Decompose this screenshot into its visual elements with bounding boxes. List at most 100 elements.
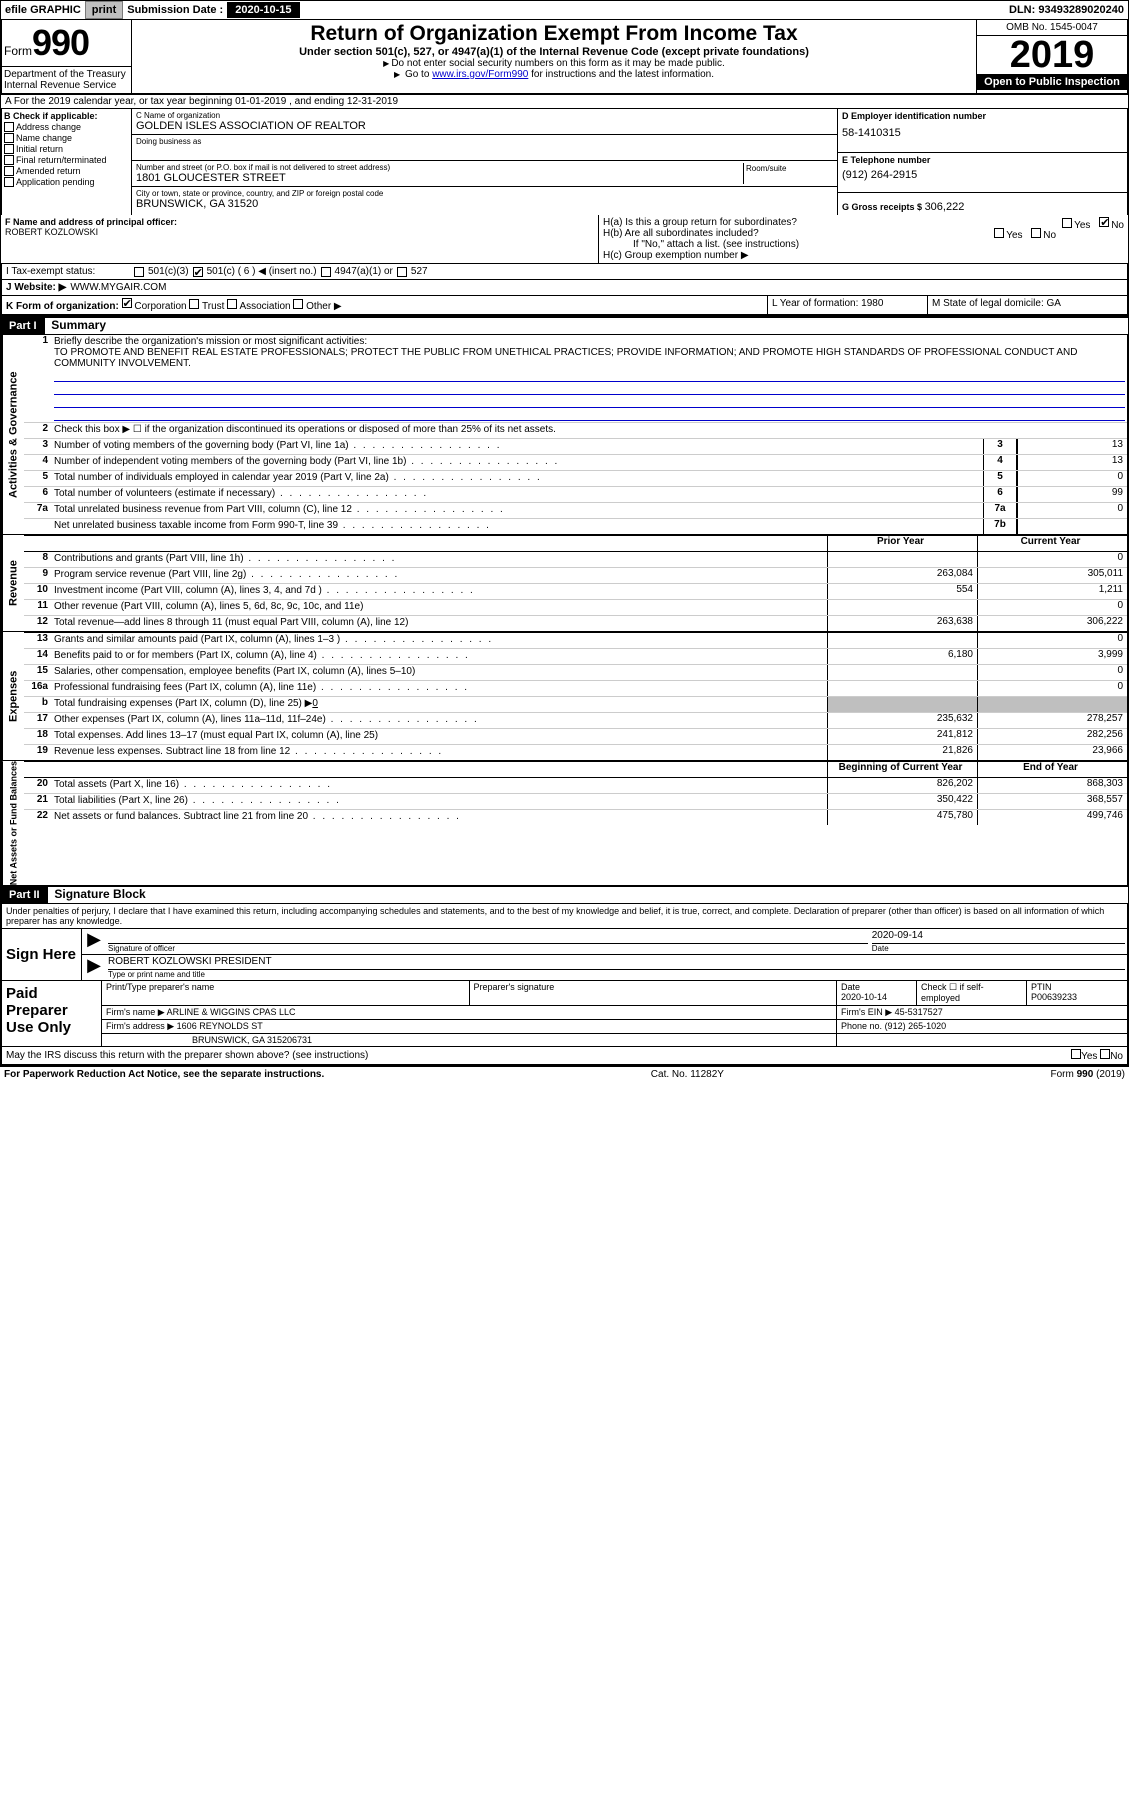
side-expenses: Expenses — [2, 632, 24, 760]
ein-label: D Employer identification number — [842, 111, 1123, 121]
chk-final[interactable] — [4, 155, 14, 165]
c9: 305,011 — [977, 568, 1127, 583]
chk-527[interactable] — [397, 267, 407, 277]
p18: 241,812 — [827, 729, 977, 744]
line-7a: Total unrelated business revenue from Pa… — [52, 503, 983, 518]
hb-yes[interactable] — [994, 228, 1004, 238]
discuss-yes[interactable] — [1071, 1049, 1081, 1059]
p14: 6,180 — [827, 649, 977, 664]
col-b-title: B Check if applicable: — [4, 111, 129, 121]
hb-no[interactable] — [1031, 228, 1041, 238]
p10: 554 — [827, 584, 977, 599]
prep-date-label: Date — [841, 982, 912, 992]
chk-address[interactable] — [4, 122, 14, 132]
line-17: Other expenses (Part IX, column (A), lin… — [52, 713, 827, 728]
chk-name[interactable] — [4, 133, 14, 143]
chk-initial[interactable] — [4, 144, 14, 154]
row-j-website: J Website: ▶ WWW.MYGAIR.COM — [0, 280, 1129, 296]
department: Department of the Treasury Internal Reve… — [2, 66, 131, 93]
chk-501c[interactable] — [193, 267, 203, 277]
chk-pending[interactable] — [4, 177, 14, 187]
chk-4947[interactable] — [321, 267, 331, 277]
section-activities: Activities & Governance 1 Briefly descri… — [0, 335, 1129, 535]
chk-trust[interactable] — [189, 299, 199, 309]
city-label: City or town, state or province, country… — [136, 189, 833, 198]
firm-name-label: Firm's name ▶ — [106, 1007, 165, 1017]
officer-sig-value — [108, 930, 868, 944]
discuss-row: May the IRS discuss this return with the… — [2, 1046, 1127, 1064]
irs-link[interactable]: www.irs.gov/Form990 — [432, 69, 528, 80]
form-header: Form990 Department of the Treasury Inter… — [0, 20, 1129, 95]
addr-value: 1801 GLOUCESTER STREET — [136, 172, 743, 184]
p8 — [827, 552, 977, 567]
form-title: Return of Organization Exempt From Incom… — [136, 22, 972, 46]
c21: 368,557 — [977, 794, 1127, 809]
org-name-label: C Name of organization — [136, 111, 833, 120]
form-subtitle: Under section 501(c), 527, or 4947(a)(1)… — [136, 46, 972, 58]
part-2-header: Part II Signature Block — [0, 887, 1129, 904]
line-16a: Professional fundraising fees (Part IX, … — [52, 681, 827, 696]
line-11: Other revenue (Part VIII, column (A), li… — [52, 600, 827, 615]
addr-label: Number and street (or P.O. box if mail i… — [136, 163, 743, 172]
chk-other[interactable] — [293, 299, 303, 309]
sign-here-row: Sign Here ▶ Signature of officer 2020-09… — [2, 928, 1127, 980]
c13: 0 — [977, 633, 1127, 648]
line-19: Revenue less expenses. Subtract line 18 … — [52, 745, 827, 760]
tax-year: 2019 — [977, 36, 1127, 74]
val-7b — [1017, 519, 1127, 534]
paid-preparer-label: Paid Preparer Use Only — [2, 981, 102, 1046]
line-5: Total number of individuals employed in … — [52, 471, 983, 486]
efile-header: efile GRAPHIC print Submission Date : 20… — [0, 0, 1129, 20]
ha-no[interactable] — [1099, 217, 1109, 227]
hdr-curr: Current Year — [977, 536, 1127, 551]
dba-label: Doing business as — [136, 137, 833, 146]
firm-phone: (912) 265-1020 — [885, 1021, 947, 1031]
mission-text: TO PROMOTE AND BENEFIT REAL ESTATE PROFE… — [54, 347, 1077, 369]
p19: 21,826 — [827, 745, 977, 760]
name-title-value: ROBERT KOZLOWSKI PRESIDENT — [108, 956, 1125, 970]
p9: 263,084 — [827, 568, 977, 583]
firm-name: ARLINE & WIGGINS CPAS LLC — [167, 1007, 296, 1017]
chk-amended[interactable] — [4, 166, 14, 176]
val-16b: 0 — [312, 698, 318, 709]
note-ssn: Do not enter social security numbers on … — [136, 58, 972, 69]
officer-label: F Name and address of principal officer: — [5, 217, 594, 227]
line-1: Briefly describe the organization's miss… — [52, 335, 1127, 422]
sig-date-label: Date — [872, 944, 1125, 953]
section-expenses: Expenses 13Grants and similar amounts pa… — [0, 632, 1129, 761]
h-b: H(b) Are all subordinates included? Yes … — [603, 228, 1124, 239]
discuss-no[interactable] — [1100, 1049, 1110, 1059]
side-activities: Activities & Governance — [2, 335, 24, 534]
line-16b: Total fundraising expenses (Part IX, col… — [52, 697, 827, 712]
footer-left: For Paperwork Reduction Act Notice, see … — [4, 1069, 324, 1080]
c12: 306,222 — [977, 616, 1127, 631]
h-c: H(c) Group exemption number ▶ — [603, 250, 1124, 261]
website-value: WWW.MYGAIR.COM — [70, 282, 166, 293]
line-8: Contributions and grants (Part VIII, lin… — [52, 552, 827, 567]
chk-corp[interactable] — [122, 298, 132, 308]
print-button[interactable]: print — [85, 1, 123, 19]
p20: 826,202 — [827, 778, 977, 793]
c18: 282,256 — [977, 729, 1127, 744]
c11: 0 — [977, 600, 1127, 615]
prep-date: 2020-10-14 — [841, 992, 912, 1002]
c14: 3,999 — [977, 649, 1127, 664]
open-public: Open to Public Inspection — [977, 74, 1127, 90]
chk-501c3[interactable] — [134, 267, 144, 277]
line-22: Net assets or fund balances. Subtract li… — [52, 810, 827, 825]
form-number: Form990 — [2, 20, 131, 66]
ha-yes[interactable] — [1062, 218, 1072, 228]
firm-city: BRUNSWICK, GA 315206731 — [102, 1034, 837, 1046]
firm-addr-label: Firm's address ▶ — [106, 1021, 174, 1031]
prep-sig-label: Preparer's signature — [474, 982, 833, 992]
efile-label: efile GRAPHIC — [1, 4, 85, 16]
c8: 0 — [977, 552, 1127, 567]
section-revenue: Revenue Prior YearCurrent Year 8Contribu… — [0, 535, 1129, 632]
sign-here-label: Sign Here — [2, 929, 82, 980]
chk-assoc[interactable] — [227, 299, 237, 309]
line-4: Number of independent voting members of … — [52, 455, 983, 470]
row-m: M State of legal domicile: GA — [927, 296, 1127, 314]
p16a — [827, 681, 977, 696]
col-de: D Employer identification number 58-1410… — [837, 109, 1127, 215]
row-i-tax-status: I Tax-exempt status: 501(c)(3) 501(c) ( … — [0, 264, 1129, 280]
